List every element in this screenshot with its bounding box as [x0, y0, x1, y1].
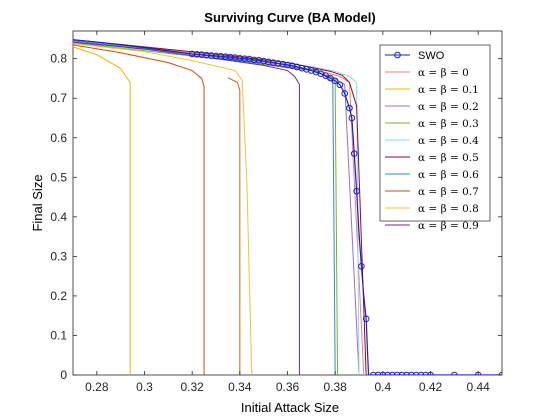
- legend-label: α = β = 0.7: [418, 186, 479, 198]
- series-point: [384, 371, 391, 375]
- y-tick-label: 0.2: [50, 289, 67, 303]
- legend-marker: [394, 51, 401, 59]
- series-point: [250, 56, 258, 64]
- series-point: [389, 371, 396, 375]
- legend-box: [379, 44, 491, 222]
- x-tick-label: 0.4: [374, 380, 391, 394]
- series-point: [331, 77, 339, 85]
- series-point: [198, 51, 205, 59]
- series-point: [217, 53, 225, 60]
- series-point: [298, 64, 306, 72]
- series-point: [348, 114, 356, 122]
- series-point: [293, 63, 301, 71]
- legend-label: α = β = 0.3: [418, 118, 479, 130]
- series-point: [207, 52, 215, 59]
- series-point: [222, 53, 229, 61]
- series-line: [73, 44, 205, 375]
- x-ticks: 0.28 0.3 0.32 0.34 0.36 0.38 0.4 0.42 0.44: [85, 31, 490, 394]
- y-tick-label: 0.8: [50, 52, 67, 66]
- series-point: [417, 371, 425, 375]
- x-tick-label: 0.42: [419, 380, 443, 394]
- series-line: [227, 77, 241, 375]
- series-point: [284, 61, 291, 69]
- y-tick-label: 0.4: [50, 210, 67, 224]
- series-layer: [73, 39, 502, 375]
- legend: SWO α = β = 0 α = β = 0.1 α = β = 0.2 α = β …: [379, 44, 491, 232]
- series-point: [288, 62, 296, 70]
- legend-label: α = β = 0.2: [418, 101, 479, 113]
- x-tick-label: 0.3: [136, 380, 153, 394]
- series-point: [358, 262, 365, 270]
- chart-title: Surviving Curve (BA Model): [204, 10, 375, 25]
- series-point: [236, 54, 244, 62]
- legend-label: α = β = 0.4: [418, 135, 479, 147]
- legend-label: α = β = 0: [418, 67, 469, 79]
- x-tick-label: 0.44: [466, 380, 490, 394]
- series-point: [260, 57, 267, 65]
- series-point: [246, 55, 253, 63]
- series-point: [193, 51, 201, 58]
- series-point: [212, 52, 220, 60]
- series-point: [403, 371, 410, 375]
- legend-label: α = β = 0.5: [418, 152, 479, 164]
- series-point: [303, 66, 310, 73]
- series-point: [279, 60, 287, 68]
- series-point: [231, 54, 239, 61]
- series-line: [73, 46, 131, 375]
- series-point: [327, 74, 334, 82]
- series-line: [73, 43, 253, 375]
- legend-label: α = β = 0.1: [418, 84, 479, 96]
- series-point: [412, 371, 420, 375]
- series-point: [203, 51, 210, 59]
- series-point: [265, 58, 272, 66]
- series-point: [451, 371, 458, 375]
- x-tick-label: 0.34: [228, 380, 252, 394]
- y-axis-label: Final Size: [30, 174, 45, 231]
- y-tick-label: 0.6: [50, 131, 67, 145]
- x-tick-label: 0.28: [85, 380, 109, 394]
- series-point: [408, 371, 415, 375]
- y-tick-label: 0.1: [50, 328, 67, 342]
- x-tick-label: 0.38: [323, 380, 347, 394]
- legend-label: SWO: [418, 50, 445, 62]
- series-point: [346, 104, 353, 112]
- y-tick-label: 0: [60, 368, 67, 382]
- series-point: [398, 371, 406, 375]
- series-point: [255, 56, 263, 64]
- series-point: [269, 59, 277, 66]
- x-tick-label: 0.36: [276, 380, 300, 394]
- series-point: [422, 371, 430, 375]
- series-line: [73, 39, 371, 375]
- series-point: [393, 371, 401, 375]
- series-point: [188, 50, 196, 58]
- legend-label: α = β = 0.9: [418, 220, 479, 232]
- series-point: [362, 315, 370, 323]
- y-tick-label: 0.7: [50, 91, 67, 105]
- legend-label: α = β = 0.6: [418, 169, 479, 181]
- y-tick-label: 0.3: [50, 249, 67, 263]
- series-point: [241, 55, 248, 62]
- series-point: [350, 150, 358, 157]
- x-axis-label: Initial Attack Size: [241, 400, 339, 415]
- series-point: [341, 90, 349, 97]
- series-point: [227, 53, 234, 61]
- series-point: [336, 81, 344, 89]
- y-ticks: 0 0.1 0.2 0.3 0.4 0.5 0.6 0.7 0.8: [50, 52, 502, 382]
- legend-items: SWO α = β = 0 α = β = 0.1 α = β = 0.2 α = β …: [385, 50, 479, 232]
- y-tick-label: 0.5: [50, 170, 67, 184]
- x-tick-label: 0.32: [180, 380, 204, 394]
- series-point: [374, 371, 382, 375]
- series-line: [73, 41, 300, 375]
- series-point: [353, 187, 360, 195]
- legend-label: α = β = 0.8: [418, 203, 479, 215]
- series-point: [370, 371, 377, 375]
- series-point: [274, 60, 282, 67]
